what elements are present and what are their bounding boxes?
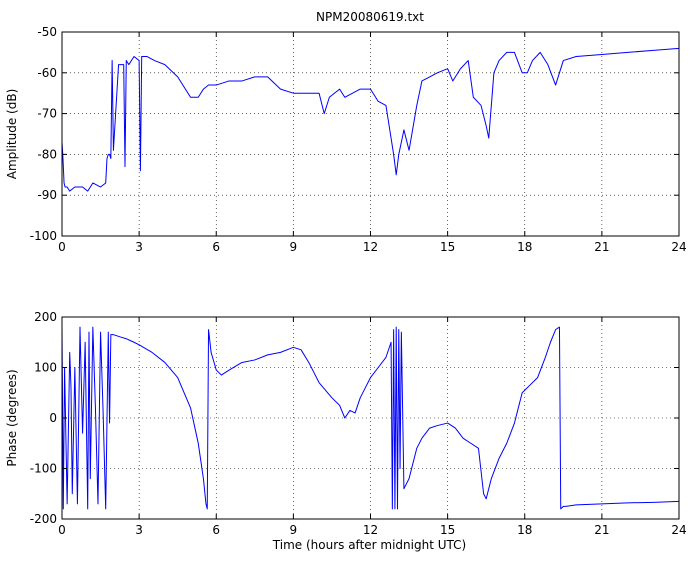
amplitude-xtick-label: 9 (290, 240, 298, 254)
amplitude-ytick-label: -70 (37, 107, 57, 121)
amplitude-series-line (61, 47, 680, 192)
phase-ylabel: Phase (degrees) (5, 369, 19, 466)
phase-xlabel: Time (hours after midnight UTC) (272, 538, 466, 552)
phase-xtick-label: 21 (594, 523, 609, 537)
amplitude-ytick-label: -90 (37, 188, 57, 202)
amplitude-ytick-label: -60 (37, 66, 57, 80)
phase-ytick-label: 200 (34, 310, 57, 324)
phase-xtick-label: 9 (290, 523, 298, 537)
amplitude-ytick-label: -50 (37, 25, 57, 39)
amplitude-xtick-label: 0 (58, 240, 66, 254)
phase-axes: 0 3 6 9 12 15 18 21 24 -200 -100 0 100 200 Phase (degr… (5, 310, 687, 552)
amplitude-ylabel: Amplitude (dB) (5, 89, 19, 180)
phase-ytick-label: -100 (30, 462, 57, 476)
phase-ytick-label: -200 (30, 512, 57, 526)
phase-xtick-label: 18 (517, 523, 532, 537)
phase-xtick-label: 3 (135, 523, 143, 537)
amplitude-ytick-label: -100 (30, 229, 57, 243)
phase-xtick-label: 0 (58, 523, 66, 537)
phase-series-line (61, 326, 680, 510)
amplitude-xtick-label: 21 (594, 240, 609, 254)
amplitude-plot-area (62, 32, 679, 236)
phase-xtick-label: 15 (440, 523, 455, 537)
amplitude-xtick-label: 24 (671, 240, 686, 254)
amplitude-xtick-label: 12 (363, 240, 378, 254)
amplitude-xtick-label: 3 (135, 240, 143, 254)
amplitude-axes: 0 3 6 9 12 15 18 21 24 -100 -90 -80 -70 -60 -50 Amplitu… (5, 25, 687, 254)
phase-ytick-label: 0 (49, 411, 57, 425)
phase-ytick-label: 100 (34, 361, 57, 375)
phase-xtick-label: 6 (212, 523, 220, 537)
figure-title: NPM20080619.txt (316, 10, 424, 24)
phase-xtick-label: 24 (671, 523, 686, 537)
phase-xtick-label: 12 (363, 523, 378, 537)
amplitude-xtick-label: 15 (440, 240, 455, 254)
amplitude-xtick-label: 6 (212, 240, 220, 254)
amplitude-ytick-label: -80 (37, 147, 57, 161)
amplitude-xtick-label: 18 (517, 240, 532, 254)
